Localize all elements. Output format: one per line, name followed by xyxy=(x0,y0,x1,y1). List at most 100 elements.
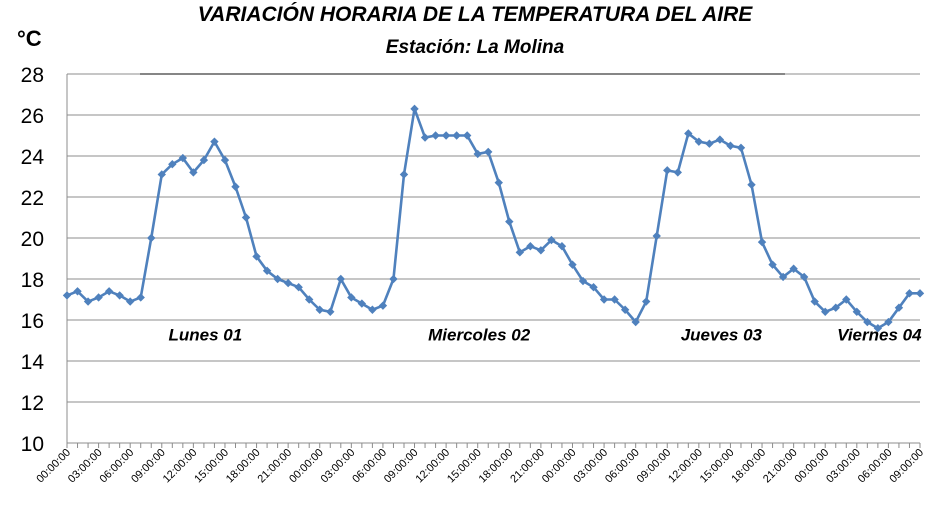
data-point-marker xyxy=(873,324,883,333)
data-point-marker xyxy=(294,283,303,292)
data-point-marker xyxy=(252,252,261,261)
data-point-marker xyxy=(568,260,577,269)
y-tick-label: 22 xyxy=(21,187,44,210)
data-point-marker xyxy=(715,135,725,144)
y-tick-label: 14 xyxy=(21,351,45,374)
data-point-marker xyxy=(705,139,714,148)
data-point-marker xyxy=(789,264,798,273)
data-point-marker xyxy=(220,155,230,165)
y-tick-label: 16 xyxy=(21,310,44,333)
data-point-marker xyxy=(368,305,377,314)
data-point-marker xyxy=(420,133,430,142)
data-point-marker xyxy=(62,291,72,300)
data-point-marker xyxy=(905,289,914,298)
data-point-marker xyxy=(326,307,335,316)
day-label: Viernes 04 xyxy=(837,326,922,345)
data-point-marker xyxy=(168,160,177,169)
data-point-marker xyxy=(136,293,145,302)
data-point-marker xyxy=(884,317,893,327)
data-point-marker xyxy=(589,283,598,292)
data-point-marker xyxy=(810,297,819,306)
data-point-marker xyxy=(410,104,419,114)
data-point-marker xyxy=(821,307,830,316)
data-point-marker xyxy=(578,276,588,286)
data-point-marker xyxy=(694,137,704,146)
data-point-marker xyxy=(547,235,556,245)
y-tick-label: 26 xyxy=(21,105,44,128)
y-tick-label: 24 xyxy=(21,146,45,169)
data-point-marker xyxy=(799,272,809,282)
data-point-marker xyxy=(536,246,546,255)
data-point-marker xyxy=(115,291,124,300)
data-point-marker xyxy=(473,149,482,159)
day-label: Miercoles 02 xyxy=(428,326,531,345)
chart-subtitle: Estación: La Molina xyxy=(386,37,565,58)
data-point-marker xyxy=(673,168,682,177)
data-point-marker xyxy=(378,301,388,310)
data-point-marker xyxy=(631,317,640,327)
data-point-marker xyxy=(73,287,82,296)
data-point-marker xyxy=(557,242,567,251)
data-point-marker xyxy=(684,129,693,138)
data-point-marker xyxy=(83,297,93,306)
day-label: Jueves 03 xyxy=(681,326,763,345)
data-point-marker xyxy=(189,168,198,177)
y-tick-label: 18 xyxy=(21,269,44,292)
data-point-marker xyxy=(757,237,767,247)
data-point-marker xyxy=(399,170,409,179)
data-point-marker xyxy=(747,180,756,189)
data-point-marker xyxy=(484,147,493,157)
data-point-marker xyxy=(283,278,293,288)
data-point-marker xyxy=(178,153,188,163)
data-point-marker xyxy=(441,131,451,140)
data-point-marker xyxy=(157,170,166,179)
data-point-marker xyxy=(863,317,872,327)
data-point-marker xyxy=(104,287,114,296)
data-point-marker xyxy=(199,155,209,165)
data-point-marker xyxy=(768,260,777,269)
y-tick-label: 20 xyxy=(21,228,44,251)
temperature-series xyxy=(62,104,925,333)
data-point-marker xyxy=(894,303,904,312)
data-point-marker xyxy=(94,293,103,302)
data-point-marker xyxy=(347,293,356,302)
data-point-marker xyxy=(515,248,525,257)
data-point-marker xyxy=(389,274,398,284)
data-point-marker xyxy=(273,274,282,284)
temperature-line xyxy=(66,107,920,330)
data-point-marker xyxy=(599,295,609,304)
data-point-marker xyxy=(505,217,514,226)
day-annotations: Lunes 01 Miercoles 02 Jueves 03 Viernes 04 xyxy=(169,326,923,345)
data-point-marker xyxy=(125,297,135,306)
data-point-marker xyxy=(357,299,367,308)
data-point-marker xyxy=(652,231,661,241)
data-point-marker xyxy=(842,295,851,304)
data-point-marker xyxy=(315,305,324,314)
data-point-marker xyxy=(526,242,535,251)
data-point-marker xyxy=(210,137,219,146)
data-point-marker xyxy=(147,233,156,243)
data-point-marker xyxy=(494,178,503,187)
day-label: Lunes 01 xyxy=(169,326,243,345)
y-tick-label: 28 xyxy=(21,64,44,87)
y-tick-label: 12 xyxy=(21,392,44,415)
data-point-marker xyxy=(231,182,240,191)
axes xyxy=(66,74,920,444)
data-point-marker xyxy=(452,131,461,140)
data-point-marker xyxy=(778,272,788,282)
data-point-marker xyxy=(831,303,840,312)
data-point-marker xyxy=(462,131,472,140)
data-point-marker xyxy=(641,297,651,306)
gridlines xyxy=(67,73,920,444)
y-tick-label: 10 xyxy=(21,433,44,456)
data-point-marker xyxy=(241,213,251,222)
data-point-marker xyxy=(336,274,346,284)
data-point-marker xyxy=(736,143,746,152)
y-axis-unit-label: °C xyxy=(17,26,42,51)
data-point-marker xyxy=(620,305,630,314)
data-point-marker xyxy=(663,166,672,175)
data-point-marker xyxy=(262,266,272,275)
x-axis-ticks: 00:00:0003:00:0006:00:0009:00:0012:00:00… xyxy=(34,443,926,485)
data-point-marker xyxy=(915,289,925,298)
